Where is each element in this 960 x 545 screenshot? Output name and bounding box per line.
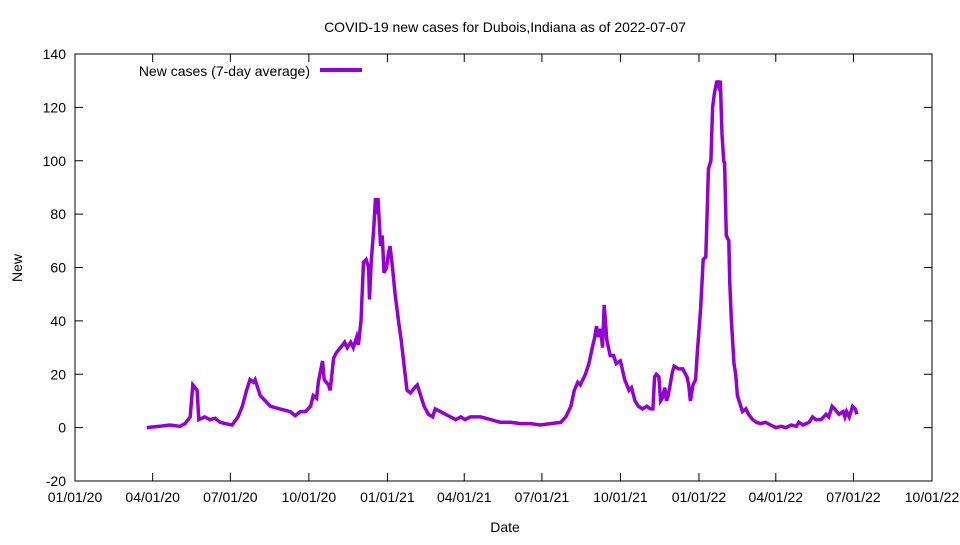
y-tick-label: -20 bbox=[46, 473, 66, 489]
series-line bbox=[146, 80, 859, 430]
y-tick-label: 80 bbox=[50, 206, 66, 222]
y-tick-label: 60 bbox=[50, 260, 66, 276]
x-tick-label: 04/01/20 bbox=[125, 489, 180, 505]
y-tick-label: 120 bbox=[43, 99, 67, 115]
x-tick-label: 10/01/20 bbox=[282, 489, 337, 505]
series-layer bbox=[146, 80, 859, 430]
x-tick-label: 01/01/21 bbox=[360, 489, 415, 505]
x-tick-label: 07/01/21 bbox=[515, 489, 570, 505]
legend: New cases (7-day average) bbox=[139, 63, 362, 79]
y-axis-label: New bbox=[9, 253, 25, 282]
x-axis-label: Date bbox=[490, 519, 520, 535]
x-tick-label: 01/01/22 bbox=[672, 489, 727, 505]
y-tick-label: 40 bbox=[50, 313, 66, 329]
legend-label: New cases (7-day average) bbox=[139, 63, 310, 79]
y-tick-label: 20 bbox=[50, 366, 66, 382]
chart-title: COVID-19 new cases for Dubois,Indiana as… bbox=[324, 19, 686, 35]
x-tick-label: 10/01/22 bbox=[905, 489, 960, 505]
x-tick-label: 07/01/22 bbox=[826, 489, 881, 505]
x-tick-label: 01/01/20 bbox=[48, 489, 103, 505]
y-tick-label: 0 bbox=[58, 420, 66, 436]
x-tick-label: 10/01/21 bbox=[593, 489, 648, 505]
x-tick-label: 07/01/20 bbox=[203, 489, 258, 505]
y-tick-label: 140 bbox=[43, 46, 67, 62]
x-tick-label: 04/01/21 bbox=[437, 489, 492, 505]
x-tick-label: 04/01/22 bbox=[749, 489, 804, 505]
axes: -20 0 20 40 60 80 100 120 140 01/01/20 04/01/20 07/… bbox=[43, 46, 960, 505]
y-tick-label: 100 bbox=[43, 153, 67, 169]
